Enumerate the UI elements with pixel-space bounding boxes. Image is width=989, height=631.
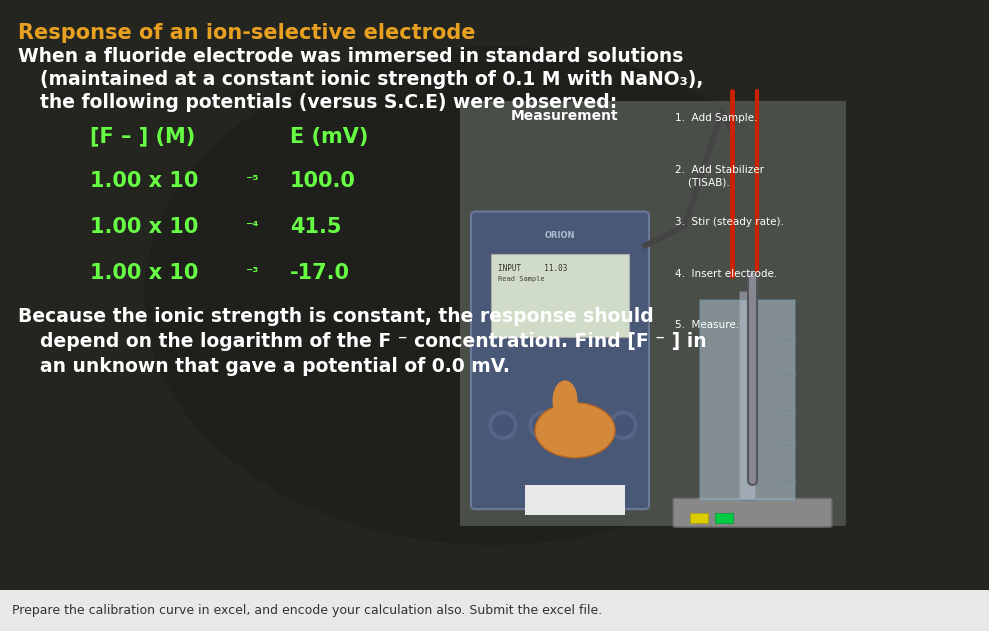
FancyBboxPatch shape	[700, 300, 795, 500]
FancyBboxPatch shape	[471, 211, 649, 509]
Text: Read Sample: Read Sample	[498, 276, 545, 281]
Circle shape	[569, 411, 597, 439]
Text: E (mV): E (mV)	[290, 127, 368, 147]
FancyBboxPatch shape	[460, 101, 845, 525]
Text: 1.00 x 10: 1.00 x 10	[90, 216, 199, 237]
Text: (maintained at a constant ionic strength of 0.1 M with NaNO₃),: (maintained at a constant ionic strength…	[40, 70, 703, 89]
FancyBboxPatch shape	[525, 485, 625, 515]
Text: depend on the logarithm of the F ⁻ concentration. Find [F ⁻ ] in: depend on the logarithm of the F ⁻ conce…	[40, 333, 706, 351]
Circle shape	[529, 411, 557, 439]
Text: ⁻⁴: ⁻⁴	[245, 220, 258, 233]
Text: ⁻³: ⁻³	[245, 266, 258, 280]
Circle shape	[613, 415, 633, 435]
Text: Measurement: Measurement	[511, 109, 619, 123]
Text: 1.00 x 10: 1.00 x 10	[90, 171, 199, 191]
Circle shape	[533, 415, 553, 435]
FancyBboxPatch shape	[491, 254, 629, 338]
FancyBboxPatch shape	[673, 498, 832, 527]
Ellipse shape	[144, 46, 844, 545]
Text: INPUT     11.03: INPUT 11.03	[498, 264, 568, 273]
Circle shape	[489, 411, 517, 439]
FancyBboxPatch shape	[0, 0, 989, 590]
Text: Because the ionic strength is constant, the response should: Because the ionic strength is constant, …	[18, 307, 654, 326]
Text: 5.  Measure.: 5. Measure.	[675, 321, 739, 331]
Text: 1.00 x 10: 1.00 x 10	[90, 262, 199, 283]
Circle shape	[573, 415, 593, 435]
Text: 2.  Add Stabilizer
    (TISAB).: 2. Add Stabilizer (TISAB).	[675, 165, 764, 187]
Text: Response of an ion-selective electrode: Response of an ion-selective electrode	[18, 23, 476, 43]
Text: Prepare the calibration curve in excel, and encode your calculation also. Submit: Prepare the calibration curve in excel, …	[12, 604, 602, 617]
FancyBboxPatch shape	[739, 290, 755, 500]
Text: [F – ] (M): [F – ] (M)	[90, 127, 195, 147]
Ellipse shape	[553, 380, 578, 420]
FancyBboxPatch shape	[0, 590, 989, 631]
Text: the following potentials (versus S.C.E) were observed:: the following potentials (versus S.C.E) …	[40, 93, 617, 112]
Text: ⁻⁵: ⁻⁵	[245, 174, 258, 187]
Text: 100.0: 100.0	[290, 171, 356, 191]
Text: 41.5: 41.5	[290, 216, 341, 237]
Bar	[715, 513, 733, 523]
Ellipse shape	[535, 403, 615, 457]
Text: 3.  Stir (steady rate).: 3. Stir (steady rate).	[675, 216, 784, 227]
Text: ORION: ORION	[545, 230, 576, 240]
Text: 1.  Add Sample.: 1. Add Sample.	[675, 113, 758, 123]
Text: 4.  Insert electrode.: 4. Insert electrode.	[675, 269, 777, 278]
Bar	[690, 513, 708, 523]
Text: -17.0: -17.0	[290, 262, 350, 283]
FancyBboxPatch shape	[460, 101, 845, 525]
Circle shape	[609, 411, 637, 439]
Text: an unknown that gave a potential of 0.0 mV.: an unknown that gave a potential of 0.0 …	[40, 357, 510, 376]
Circle shape	[493, 415, 513, 435]
Text: When a fluoride electrode was immersed in standard solutions: When a fluoride electrode was immersed i…	[18, 47, 683, 66]
